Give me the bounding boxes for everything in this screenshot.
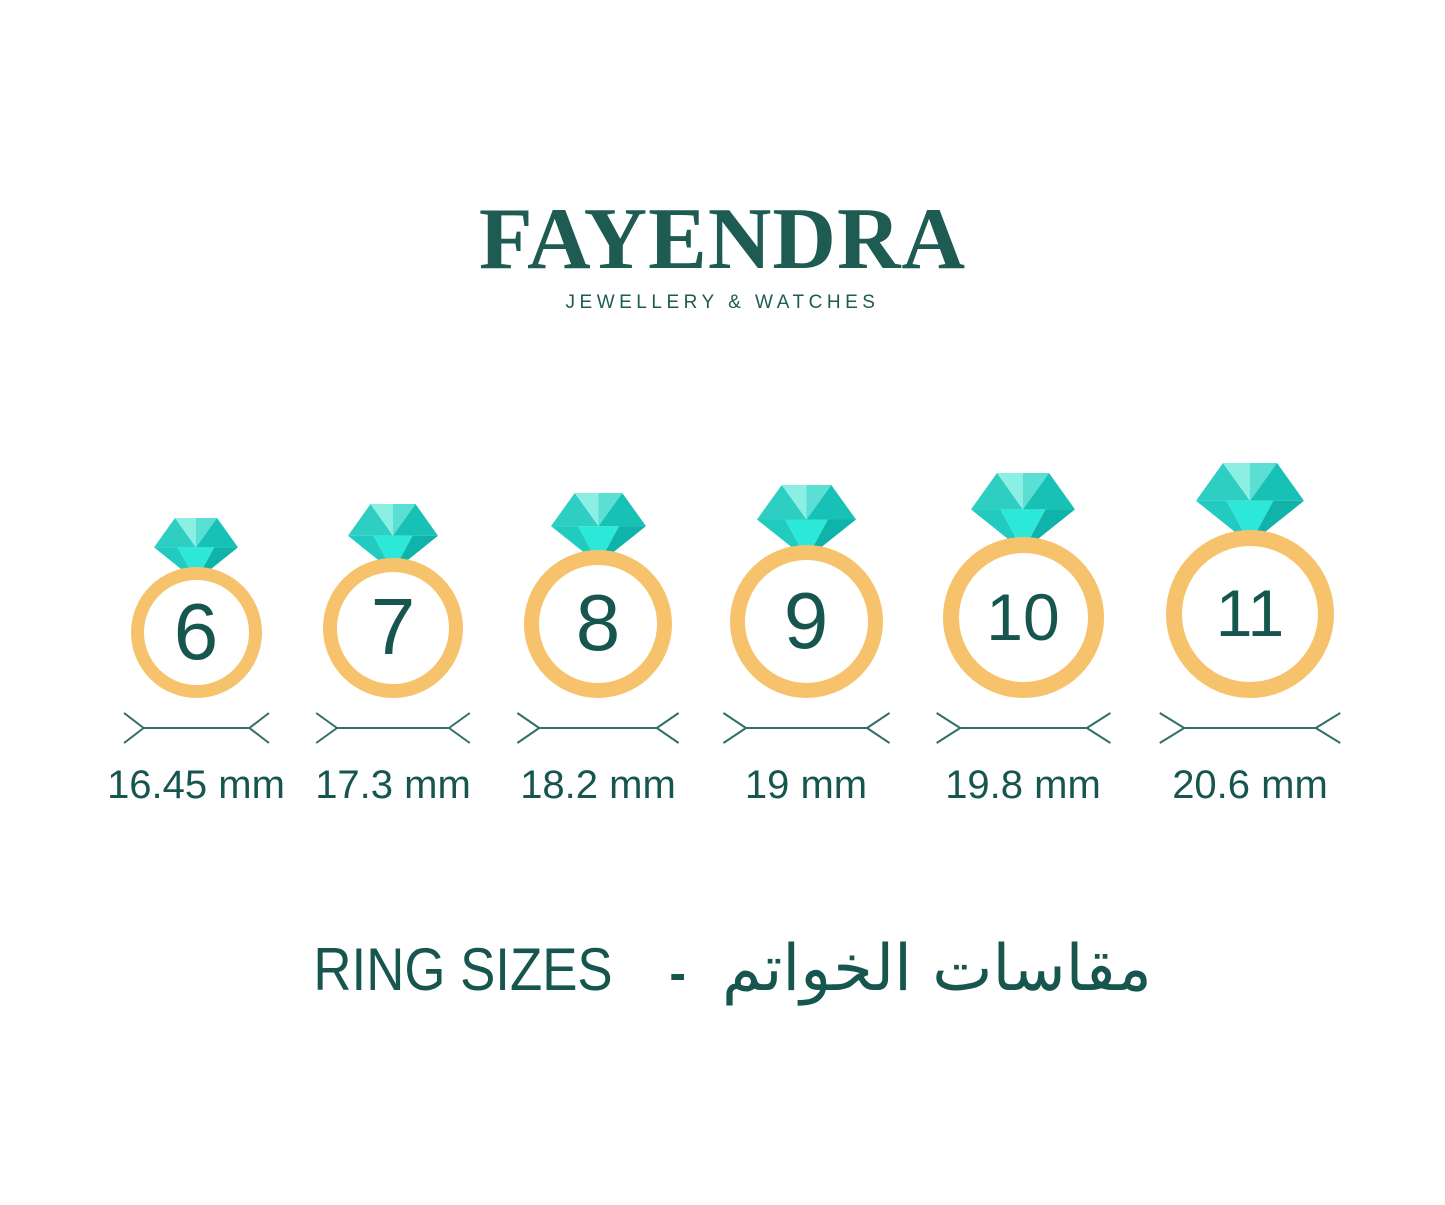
ring-band: 9 (729, 545, 883, 698)
diamond-icon (971, 473, 1075, 551)
ring-band: 8 (524, 550, 672, 698)
size-label: 20.6 mm (1172, 763, 1328, 807)
ring-band: 7 (323, 558, 463, 698)
ring-figure: 8 18.2 mm (483, 450, 713, 832)
dimension-line (720, 710, 893, 746)
ring-band: 11 (1166, 530, 1334, 698)
dimension-line (313, 710, 473, 746)
page-title: RING SIZES - مقاسات الخواتم (0, 937, 1445, 1001)
brand-logo: FAYENDRA JEWELLERY & WATCHES (0, 196, 1445, 314)
dimension-line (514, 710, 682, 746)
diamond-icon (550, 493, 646, 564)
title-separator: - (669, 945, 686, 1001)
ring-band: 6 (130, 567, 262, 698)
brand-wordmark: FAYENDRA (478, 191, 967, 288)
ring-figure: 11 20.6 mm (1135, 450, 1365, 832)
ring-figure: 6 16.45 mm (81, 450, 311, 832)
diamond-icon (154, 518, 238, 581)
ring-size-number: 6 (173, 586, 219, 676)
ring-size-number: 8 (575, 578, 621, 667)
size-label: 17.3 mm (315, 763, 471, 807)
size-label: 19 mm (744, 763, 868, 807)
ring-size-number: 7 (370, 582, 416, 671)
title-latin: RING SIZES (313, 936, 613, 1003)
size-label: 16.45 mm (107, 763, 285, 807)
dimension-line (933, 710, 1114, 746)
title-arabic: مقاسات الخواتم (722, 932, 1152, 1006)
ring-figure: 9 19 mm (691, 450, 921, 832)
dimension-line (1156, 710, 1344, 746)
ring-figure: 7 17.3 mm (278, 450, 508, 832)
brand-tagline: JEWELLERY & WATCHES (565, 292, 880, 313)
ring-size-number: 10 (986, 579, 1060, 654)
ring-size-number: 11 (1215, 576, 1285, 650)
dimension-line (121, 710, 272, 746)
ring-band: 10 (942, 537, 1104, 698)
size-label: 19.8 mm (945, 763, 1101, 807)
ring-size-number: 9 (783, 575, 829, 665)
size-label: 18.2 mm (520, 763, 676, 807)
ring-figure: 10 19.8 mm (908, 450, 1138, 832)
